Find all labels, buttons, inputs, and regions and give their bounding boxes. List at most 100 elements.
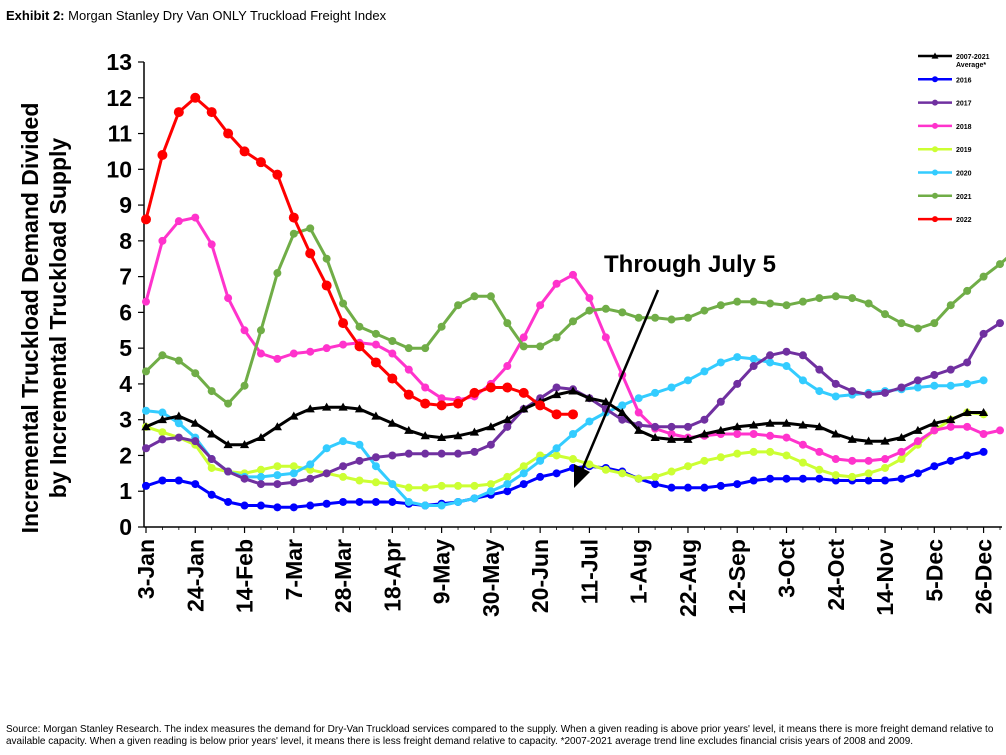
data-point	[881, 388, 890, 397]
data-point	[388, 480, 397, 489]
data-point	[864, 299, 873, 308]
legend-label: 2018	[956, 124, 972, 131]
data-point	[667, 483, 676, 492]
data-point	[272, 169, 283, 180]
data-point	[963, 358, 972, 367]
data-point	[979, 447, 988, 456]
data-point	[273, 471, 282, 480]
series-line	[145, 355, 984, 507]
data-point	[963, 422, 972, 431]
data-point	[404, 344, 413, 353]
data-point	[913, 376, 922, 385]
data-point	[207, 240, 216, 249]
x-tick-label: 18-Apr	[379, 539, 405, 612]
data-point	[486, 440, 495, 449]
data-point	[388, 451, 397, 460]
data-point	[503, 362, 512, 371]
legend-label: 2007-2021	[956, 54, 990, 61]
legend-swatch-marker	[932, 146, 938, 153]
data-point	[552, 444, 561, 453]
data-point	[519, 469, 528, 478]
data-point	[355, 456, 364, 465]
data-point	[518, 387, 529, 398]
legend-item: 2021	[918, 192, 972, 201]
legend-swatch-marker	[932, 192, 938, 199]
data-point	[733, 379, 742, 388]
data-point	[355, 497, 364, 506]
data-point	[913, 425, 923, 434]
data-point	[255, 157, 266, 168]
data-point	[355, 476, 364, 485]
x-tick-label: 14-Nov	[872, 539, 898, 616]
data-point	[765, 418, 775, 427]
data-point	[305, 248, 316, 259]
data-point	[585, 294, 594, 303]
data-point	[651, 480, 660, 489]
data-point	[831, 292, 840, 301]
data-point	[437, 449, 446, 458]
data-point	[667, 383, 676, 392]
data-point	[191, 480, 200, 489]
data-point	[552, 333, 561, 342]
data-point	[173, 107, 184, 118]
x-tick-label: 26-Dec	[971, 539, 997, 615]
data-point	[585, 306, 594, 315]
data-point	[930, 381, 939, 390]
data-point	[437, 432, 447, 442]
data-point	[502, 382, 513, 393]
data-point	[519, 342, 528, 351]
data-point	[798, 351, 807, 360]
data-point	[421, 344, 430, 353]
data-point	[420, 431, 430, 440]
annotation: Through July 5	[574, 251, 776, 488]
data-point	[979, 430, 988, 438]
data-point	[436, 400, 447, 411]
data-point	[371, 497, 380, 506]
data-point	[996, 319, 1004, 328]
legend-swatch-marker	[932, 99, 938, 106]
data-point	[142, 367, 150, 376]
data-point	[749, 297, 758, 306]
data-point	[979, 329, 988, 338]
x-tick-label: 9-May	[429, 539, 455, 604]
series-line	[145, 450, 984, 509]
data-point	[897, 455, 906, 464]
data-point	[191, 369, 200, 378]
data-point	[848, 472, 857, 481]
data-point	[421, 383, 430, 392]
data-point	[864, 476, 873, 485]
data-point	[716, 358, 725, 367]
data-point	[930, 319, 939, 328]
data-point	[716, 481, 725, 490]
data-point	[404, 483, 413, 492]
data-point	[601, 465, 610, 474]
data-point	[469, 427, 480, 436]
data-point	[798, 474, 807, 483]
data-point	[470, 292, 479, 301]
data-point	[667, 430, 676, 438]
data-point	[339, 472, 348, 481]
data-point	[174, 476, 183, 485]
data-point	[141, 422, 151, 431]
data-point	[371, 453, 380, 462]
data-point	[503, 480, 512, 489]
data-point	[454, 481, 463, 490]
data-point	[864, 390, 873, 399]
data-point	[946, 422, 955, 431]
data-point	[634, 408, 643, 417]
data-point	[831, 471, 840, 480]
data-point	[930, 426, 939, 435]
y-axis-label-line2: by Incremental Truckload Supply	[45, 138, 71, 499]
data-point	[142, 444, 150, 453]
legend-label: 2020	[956, 171, 972, 178]
data-point	[256, 480, 265, 489]
data-point	[766, 447, 775, 456]
y-tick-label: 11	[108, 121, 133, 147]
data-point	[174, 411, 184, 420]
data-point	[256, 501, 265, 510]
data-point	[814, 422, 824, 431]
y-tick-label: 4	[119, 371, 132, 397]
data-point	[749, 447, 758, 456]
data-point	[306, 501, 315, 510]
